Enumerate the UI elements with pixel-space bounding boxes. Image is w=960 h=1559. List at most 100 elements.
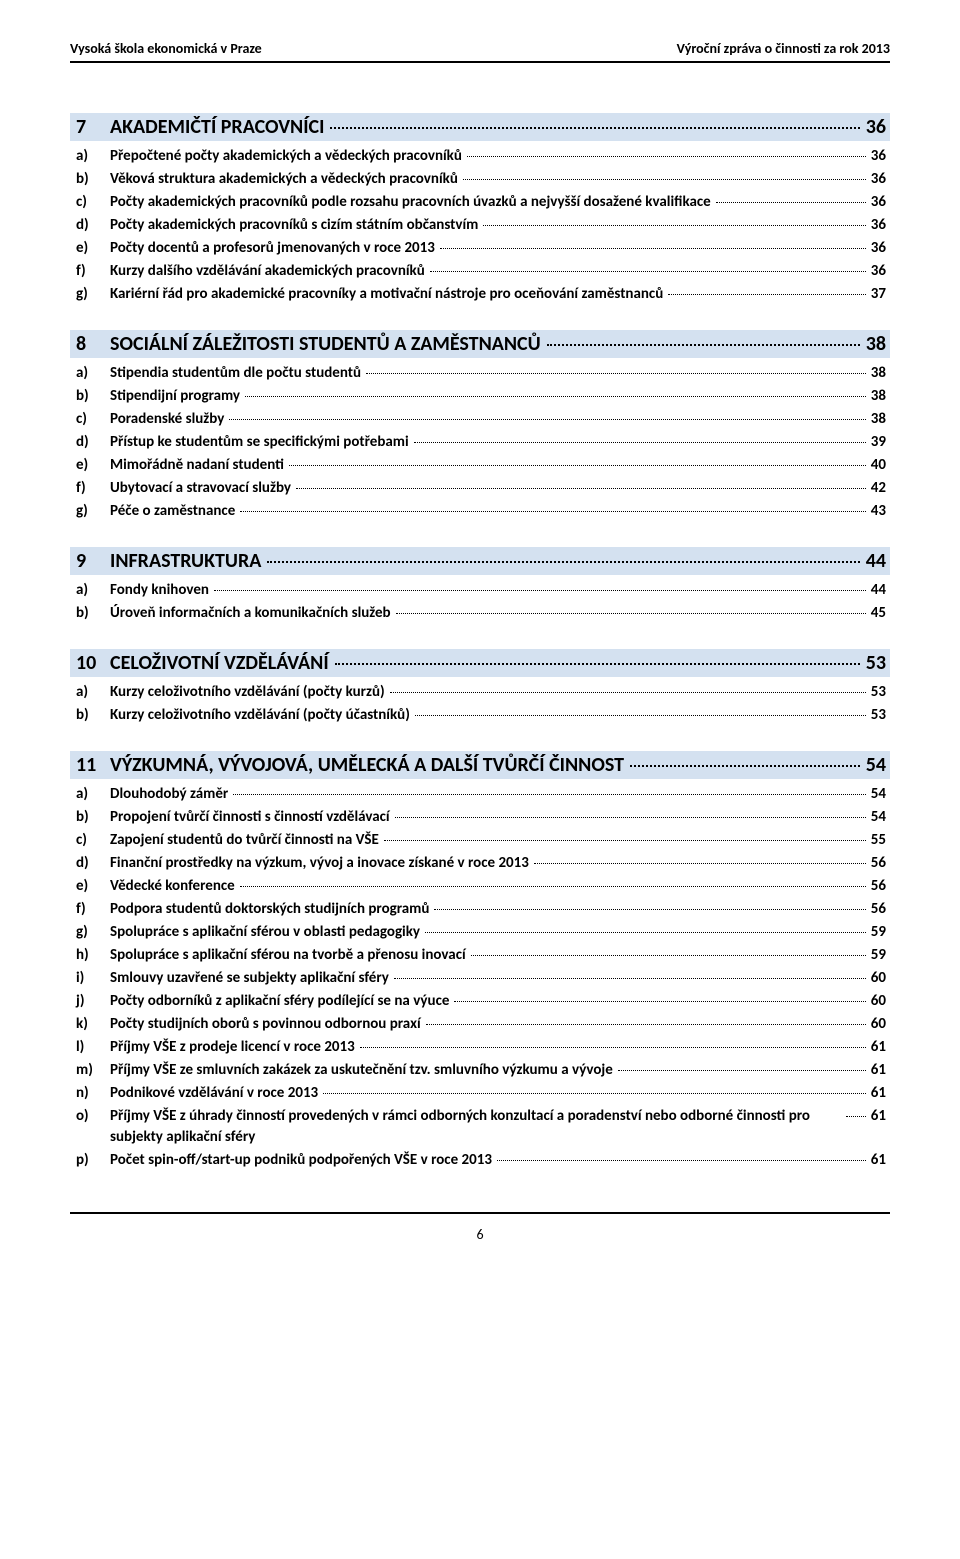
- toc-item[interactable]: i)Smlouvy uzavřené se subjekty aplikační…: [70, 967, 890, 990]
- toc-item-page: 36: [871, 215, 886, 236]
- toc-item-letter: g): [76, 284, 110, 305]
- toc-item-title: Péče o zaměstnance: [110, 501, 235, 522]
- toc-item[interactable]: f)Kurzy dalšího vzdělávání akademických …: [70, 260, 890, 283]
- toc-item[interactable]: n)Podnikové vzdělávání v roce 201361: [70, 1082, 890, 1105]
- toc-item[interactable]: d)Finanční prostředky na výzkum, vývoj a…: [70, 852, 890, 875]
- toc-item[interactable]: b)Úroveň informačních a komunikačních sl…: [70, 602, 890, 625]
- toc-item-title: Poradenské služby: [110, 409, 224, 430]
- toc-leader: [384, 840, 866, 841]
- toc-item-page: 61: [871, 1037, 886, 1058]
- toc-item-page: 61: [871, 1083, 886, 1104]
- toc-item-title: Kurzy celoživotního vzdělávání (počty ku…: [110, 682, 385, 703]
- toc-leader: [360, 1047, 866, 1048]
- toc-section-heading[interactable]: 9INFRASTRUKTURA44: [70, 547, 890, 575]
- toc-item-page: 55: [871, 830, 886, 851]
- toc-item[interactable]: g)Spolupráce s aplikační sférou v oblast…: [70, 921, 890, 944]
- toc-leader: [430, 271, 866, 272]
- toc-item[interactable]: p)Počet spin-off/start-up podniků podpoř…: [70, 1149, 890, 1172]
- toc-item-title: Přístup ke studentům se specifickými pot…: [110, 432, 409, 453]
- toc-item[interactable]: c)Poradenské služby38: [70, 408, 890, 431]
- toc-item[interactable]: m)Příjmy VŠE ze smluvních zakázek za usk…: [70, 1059, 890, 1082]
- toc-item-title: Počty studijních oborů s povinnou odborn…: [110, 1014, 421, 1035]
- toc-item[interactable]: g)Péče o zaměstnance43: [70, 500, 890, 523]
- toc-item-letter: d): [76, 853, 110, 874]
- toc-item[interactable]: e)Vědecké konference56: [70, 875, 890, 898]
- toc-leader: [426, 1024, 866, 1025]
- toc-leader: [716, 202, 866, 203]
- toc-item-page: 36: [871, 169, 886, 190]
- toc-item-page: 59: [871, 945, 886, 966]
- toc-item-letter: b): [76, 386, 110, 407]
- toc-section-heading[interactable]: 7AKADEMIČTÍ PRACOVNÍCI36: [70, 113, 890, 141]
- toc-item-letter: j): [76, 991, 110, 1012]
- toc-item[interactable]: o)Příjmy VŠE z úhrady činností provedený…: [70, 1105, 890, 1149]
- toc-item[interactable]: b)Propojení tvůrčí činnosti s činností v…: [70, 806, 890, 829]
- toc-item-title: Dlouhodobý záměr: [110, 784, 228, 805]
- toc-item-title: Finanční prostředky na výzkum, vývoj a i…: [110, 853, 529, 874]
- toc-item[interactable]: d)Přístup ke studentům se specifickými p…: [70, 431, 890, 454]
- toc-section: 10CELOŽIVOTNÍ VZDĚLÁVÁNÍ53 a)Kurzy celoži…: [70, 649, 890, 727]
- toc-item[interactable]: e)Mimořádně nadaní studenti40: [70, 454, 890, 477]
- toc-item[interactable]: a)Fondy knihoven44: [70, 579, 890, 602]
- toc-item-title: Fondy knihoven: [110, 580, 209, 601]
- toc-item[interactable]: c)Počty akademických pracovníků podle ro…: [70, 191, 890, 214]
- toc-item-title: Příjmy VŠE z úhrady činností provedených…: [110, 1106, 841, 1148]
- toc-item[interactable]: f)Podpora studentů doktorských studijníc…: [70, 898, 890, 921]
- toc-item[interactable]: a)Stipendia studentům dle počtu studentů…: [70, 362, 890, 385]
- page-footer: 6: [70, 1212, 890, 1243]
- toc-section-number: 10: [76, 651, 110, 675]
- toc-leader: [214, 590, 866, 591]
- toc-item-page: 37: [871, 284, 886, 305]
- toc-item-page: 36: [871, 146, 886, 167]
- toc-item-title: Vědecké konference: [110, 876, 235, 897]
- toc-item[interactable]: a)Kurzy celoživotního vzdělávání (počty …: [70, 681, 890, 704]
- toc-item-letter: a): [76, 363, 110, 384]
- toc-item-title: Podnikové vzdělávání v roce 2013: [110, 1083, 318, 1104]
- toc-section-title: SOCIÁLNÍ ZÁLEŽITOSTI STUDENTŮ A ZAMĚSTNA…: [110, 332, 541, 356]
- toc-item[interactable]: b)Věková struktura akademických a vědeck…: [70, 168, 890, 191]
- toc-item-letter: a): [76, 784, 110, 805]
- toc-section-heading[interactable]: 10CELOŽIVOTNÍ VZDĚLÁVÁNÍ53: [70, 649, 890, 677]
- toc-item-title: Kurzy celoživotního vzdělávání (počty úč…: [110, 705, 410, 726]
- toc-item[interactable]: b)Stipendijní programy38: [70, 385, 890, 408]
- toc-item-letter: c): [76, 409, 110, 430]
- toc-item-title: Příjmy VŠE z prodeje licencí v roce 2013: [110, 1037, 355, 1058]
- toc-leader: [335, 663, 860, 665]
- toc-leader: [330, 127, 859, 129]
- toc-item[interactable]: g)Kariérní řád pro akademické pracovníky…: [70, 283, 890, 306]
- toc-item-letter: m): [76, 1060, 110, 1081]
- toc-item[interactable]: f)Ubytovací a stravovací služby42: [70, 477, 890, 500]
- toc-item-page: 61: [871, 1106, 886, 1127]
- toc-item[interactable]: c)Zapojení studentů do tvůrčí činnosti n…: [70, 829, 890, 852]
- toc-item-page: 42: [871, 478, 886, 499]
- toc-leader: [240, 886, 866, 887]
- toc-item-page: 53: [871, 682, 886, 703]
- toc-section-page: 36: [866, 115, 886, 139]
- toc-leader: [440, 248, 866, 249]
- toc-section-heading[interactable]: 8SOCIÁLNÍ ZÁLEŽITOSTI STUDENTŮ A ZAMĚSTN…: [70, 330, 890, 358]
- toc-item-title: Věková struktura akademických a vědeckýc…: [110, 169, 458, 190]
- toc-section-heading[interactable]: 11VÝZKUMNÁ, VÝVOJOVÁ, UMĚLECKÁ A DALŠÍ T…: [70, 751, 890, 779]
- toc-item[interactable]: l)Příjmy VŠE z prodeje licencí v roce 20…: [70, 1036, 890, 1059]
- toc-item[interactable]: b)Kurzy celoživotního vzdělávání (počty …: [70, 704, 890, 727]
- toc-item-title: Počty docentů a profesorů jmenovaných v …: [110, 238, 435, 259]
- toc-item-page: 53: [871, 705, 886, 726]
- toc-item[interactable]: h)Spolupráce s aplikační sférou na tvorb…: [70, 944, 890, 967]
- toc-item-page: 60: [871, 968, 886, 989]
- toc-leader: [396, 613, 866, 614]
- toc-item[interactable]: k)Počty studijních oborů s povinnou odbo…: [70, 1013, 890, 1036]
- toc-item[interactable]: d)Počty akademických pracovníků s cizím …: [70, 214, 890, 237]
- toc-item-page: 44: [871, 580, 886, 601]
- toc-item-title: Počty akademických pracovníků podle rozs…: [110, 192, 711, 213]
- toc-item[interactable]: a)Dlouhodobý záměr54: [70, 783, 890, 806]
- toc-leader: [463, 179, 866, 180]
- toc-item-letter: p): [76, 1150, 110, 1171]
- toc-item-letter: e): [76, 238, 110, 259]
- toc-item-page: 61: [871, 1060, 886, 1081]
- toc-item[interactable]: j)Počty odborníků z aplikační sféry podí…: [70, 990, 890, 1013]
- toc-leader: [267, 561, 859, 563]
- toc-item[interactable]: e)Počty docentů a profesorů jmenovaných …: [70, 237, 890, 260]
- toc-item[interactable]: a)Přepočtené počty akademických a vědeck…: [70, 145, 890, 168]
- toc-item-page: 40: [871, 455, 886, 476]
- toc-item-title: Počty odborníků z aplikační sféry podíle…: [110, 991, 449, 1012]
